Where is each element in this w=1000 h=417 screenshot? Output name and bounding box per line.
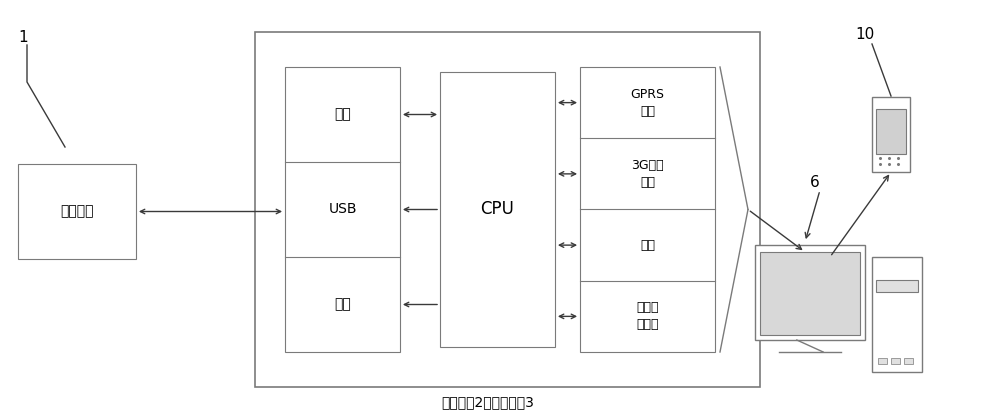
- Bar: [285, 67, 400, 352]
- Bar: [580, 67, 715, 352]
- Text: 光电转
换模块: 光电转 换模块: [636, 301, 659, 332]
- Text: 1: 1: [18, 30, 28, 45]
- Bar: [904, 358, 913, 364]
- Text: 6: 6: [810, 175, 820, 190]
- Text: 网口: 网口: [334, 297, 351, 311]
- Bar: [872, 97, 910, 172]
- Text: 10: 10: [855, 27, 875, 42]
- Bar: [891, 358, 900, 364]
- Bar: [876, 109, 906, 154]
- Bar: [872, 257, 922, 372]
- Text: 采集单元2和通信单元3: 采集单元2和通信单元3: [441, 395, 534, 409]
- Bar: [878, 358, 887, 364]
- Bar: [876, 279, 918, 291]
- Bar: [760, 252, 860, 335]
- Bar: [255, 32, 760, 387]
- Text: 热成像仳: 热成像仳: [60, 204, 94, 219]
- Text: 网桥: 网桥: [640, 239, 655, 251]
- Bar: [18, 164, 136, 259]
- Bar: [440, 72, 555, 347]
- Text: GPRS
模块: GPRS 模块: [631, 88, 664, 118]
- Text: CPU: CPU: [481, 201, 514, 219]
- Bar: [755, 245, 865, 340]
- Text: USB: USB: [328, 203, 357, 216]
- Text: 串口: 串口: [334, 108, 351, 121]
- Text: 3G通信
模块: 3G通信 模块: [631, 159, 664, 189]
